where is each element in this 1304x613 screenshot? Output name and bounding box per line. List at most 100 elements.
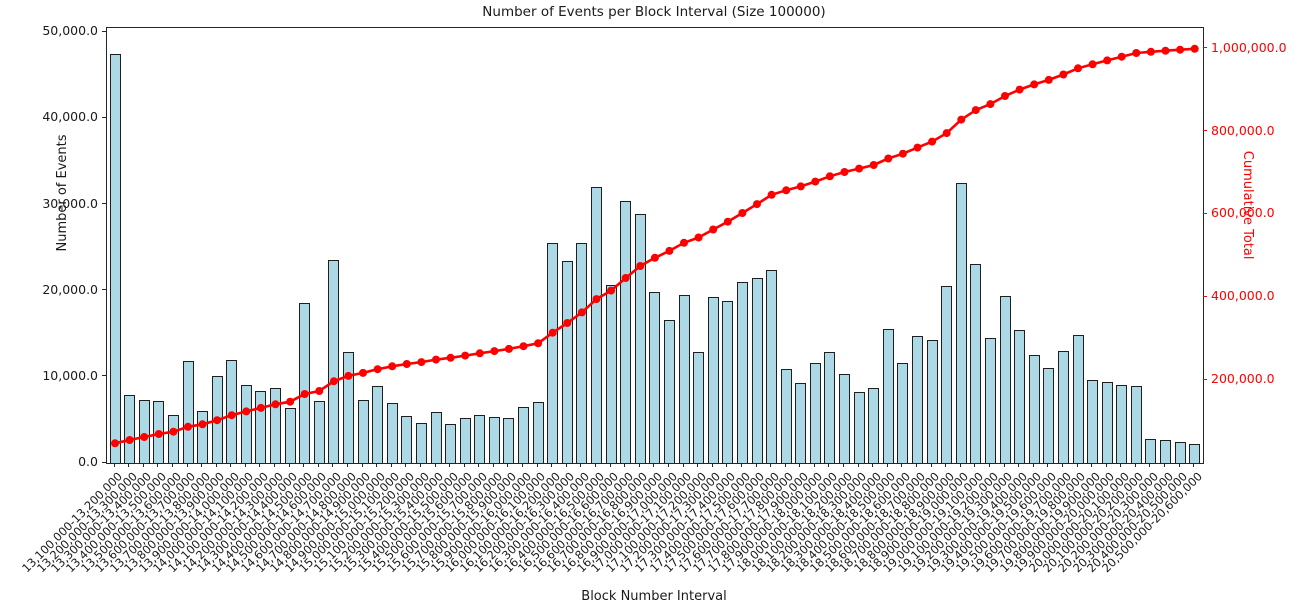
bar	[313, 401, 325, 463]
x-tick-mark	[1003, 463, 1005, 467]
y-tick-mark-left	[102, 30, 106, 32]
cumulative-point	[373, 365, 382, 374]
x-tick-mark	[857, 463, 859, 467]
cumulative-point	[198, 420, 207, 429]
bar	[445, 424, 457, 463]
x-tick-mark	[974, 463, 976, 467]
x-tick-mark	[142, 463, 144, 467]
y-tick-mark-left	[102, 375, 106, 377]
x-tick-mark	[740, 463, 742, 467]
cumulative-point	[461, 351, 470, 360]
cumulative-point	[504, 344, 513, 353]
x-tick-mark	[434, 463, 436, 467]
bar	[839, 374, 850, 463]
cumulative-point	[723, 217, 732, 226]
bar	[561, 261, 573, 463]
cumulative-point	[548, 328, 557, 337]
y-axis-label-left: Number of Events	[55, 134, 71, 252]
y-tick-mark-right	[1203, 47, 1207, 49]
cumulative-point	[753, 200, 761, 209]
y-tick-label-left: 30,000.0	[42, 195, 98, 211]
cumulative-point	[125, 436, 134, 444]
x-tick-mark	[551, 463, 553, 467]
bar	[1101, 382, 1113, 463]
x-tick-mark	[1193, 463, 1195, 467]
cumulative-point	[1088, 60, 1097, 69]
x-tick-mark	[872, 463, 874, 467]
bar	[999, 295, 1011, 463]
cumulative-point	[782, 186, 791, 195]
x-tick-mark	[405, 463, 407, 467]
cumulative-point	[184, 422, 192, 431]
y-tick-label-left: 20,000.0	[42, 281, 98, 297]
x-tick-mark	[726, 463, 728, 467]
x-tick-mark	[171, 463, 173, 467]
x-tick-mark	[1047, 463, 1049, 467]
bar	[1130, 386, 1142, 463]
y-tick-label-right: 200,000.0	[1211, 371, 1275, 387]
cumulative-point	[1001, 92, 1009, 100]
bar	[430, 412, 442, 463]
x-tick-mark	[799, 463, 801, 467]
x-tick-mark	[638, 463, 640, 467]
cumulative-point	[811, 177, 820, 186]
cumulative-point	[402, 360, 411, 368]
cumulative-point	[563, 319, 572, 327]
x-tick-mark	[988, 463, 990, 467]
cumulative-point	[417, 358, 426, 367]
bar	[809, 363, 821, 463]
x-tick-mark	[595, 463, 596, 467]
bar	[693, 351, 705, 463]
cumulative-point	[621, 274, 630, 282]
cumulative-point	[242, 407, 251, 416]
cumulative-point	[256, 403, 265, 412]
cumulative-point	[709, 225, 718, 234]
x-tick-mark	[697, 463, 699, 467]
x-tick-mark	[1018, 463, 1020, 467]
x-tick-mark	[376, 463, 378, 467]
cumulative-point	[534, 339, 543, 348]
bar	[663, 320, 675, 463]
cumulative-point	[1074, 64, 1082, 73]
x-tick-mark	[1091, 463, 1093, 467]
x-tick-mark	[113, 463, 115, 467]
bar	[518, 407, 529, 463]
cumulative-point	[665, 246, 674, 255]
cumulative-point	[329, 377, 338, 386]
bar	[824, 351, 836, 463]
x-tick-mark	[653, 463, 655, 467]
bar	[634, 214, 646, 463]
x-tick-mark	[1061, 463, 1063, 467]
x-tick-mark	[288, 463, 290, 467]
x-tick-mark	[959, 463, 961, 467]
x-tick-mark	[259, 463, 261, 467]
x-tick-mark	[522, 463, 523, 467]
x-tick-mark	[317, 463, 319, 467]
x-tick-mark	[492, 463, 494, 467]
bar	[897, 363, 909, 463]
y-tick-label-left: 10,000.0	[42, 367, 98, 383]
cumulative-point	[1190, 44, 1199, 53]
y-tick-label-right: 400,000.0	[1211, 288, 1275, 304]
cumulative-point	[286, 397, 295, 406]
cumulative-point	[607, 286, 616, 295]
x-tick-mark	[930, 463, 932, 467]
cumulative-point	[577, 308, 586, 317]
cumulative-point	[271, 400, 280, 409]
bar	[197, 411, 208, 463]
bar	[255, 390, 267, 463]
cumulative-point	[855, 164, 864, 173]
bar	[109, 53, 121, 463]
x-tick-mark	[478, 463, 480, 467]
cumulative-point	[140, 433, 149, 441]
cumulative-point	[1030, 80, 1039, 89]
bar	[167, 414, 179, 463]
cumulative-point	[898, 149, 907, 158]
cumulative-point	[475, 349, 484, 358]
x-tick-mark	[886, 463, 888, 467]
bar	[605, 284, 617, 463]
bar	[547, 242, 559, 463]
bar	[1072, 334, 1084, 463]
y-tick-mark-right	[1203, 295, 1207, 297]
cumulative-point	[650, 253, 659, 262]
